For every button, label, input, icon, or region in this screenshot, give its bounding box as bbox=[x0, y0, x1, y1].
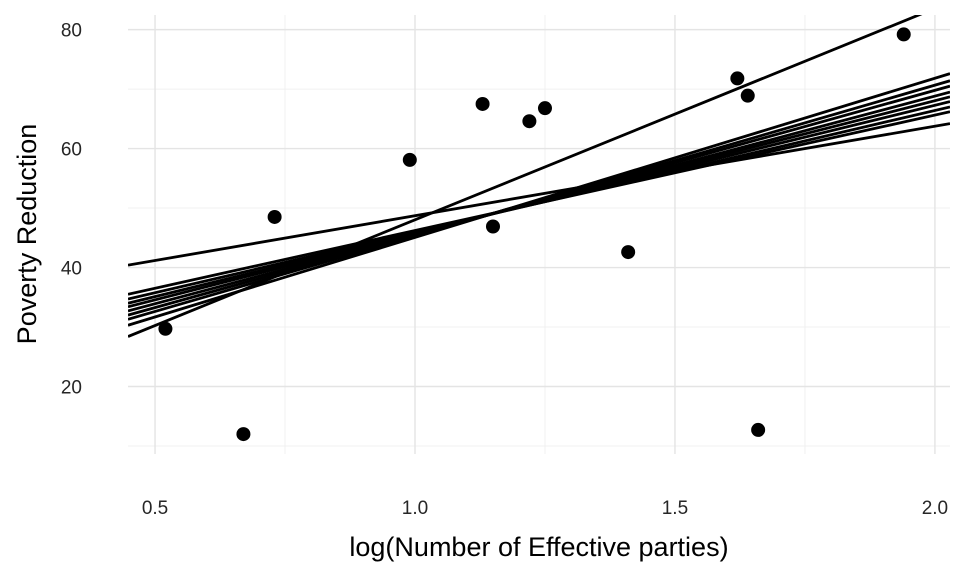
minor-gridlines bbox=[128, 15, 950, 454]
data-point bbox=[158, 321, 173, 336]
regression-line bbox=[128, 15, 923, 338]
data-point bbox=[236, 427, 251, 442]
x-axis-title: log(Number of Effective parties) bbox=[349, 532, 728, 562]
x-axis-tick-labels: 0.5 1.0 1.5 2.0 bbox=[142, 498, 948, 519]
y-axis-title: Poverty Reduction bbox=[12, 124, 42, 345]
data-point bbox=[621, 245, 636, 260]
data-point bbox=[896, 27, 911, 42]
data-point bbox=[730, 71, 745, 86]
data-point bbox=[267, 209, 282, 224]
data-point bbox=[537, 101, 552, 116]
data-point bbox=[740, 88, 755, 103]
x-tick-label: 0.5 bbox=[142, 498, 168, 519]
x-tick-label: 1.0 bbox=[402, 498, 428, 519]
y-tick-label: 20 bbox=[61, 377, 82, 398]
regression-lines-layer bbox=[128, 15, 950, 338]
data-points-layer bbox=[158, 27, 911, 442]
y-axis-tick-labels: 20 40 60 80 bbox=[61, 21, 82, 399]
data-point bbox=[402, 152, 417, 167]
y-tick-label: 40 bbox=[61, 259, 82, 280]
x-tick-label: 2.0 bbox=[922, 498, 948, 519]
data-point bbox=[475, 96, 490, 111]
data-point bbox=[751, 422, 766, 437]
data-point bbox=[485, 219, 500, 234]
data-point bbox=[522, 114, 537, 129]
x-tick-label: 1.5 bbox=[662, 498, 688, 519]
major-gridlines bbox=[128, 15, 950, 454]
regression-line bbox=[128, 72, 950, 327]
y-tick-label: 60 bbox=[61, 140, 82, 161]
regression-line bbox=[128, 122, 950, 267]
y-tick-label: 80 bbox=[61, 21, 82, 42]
